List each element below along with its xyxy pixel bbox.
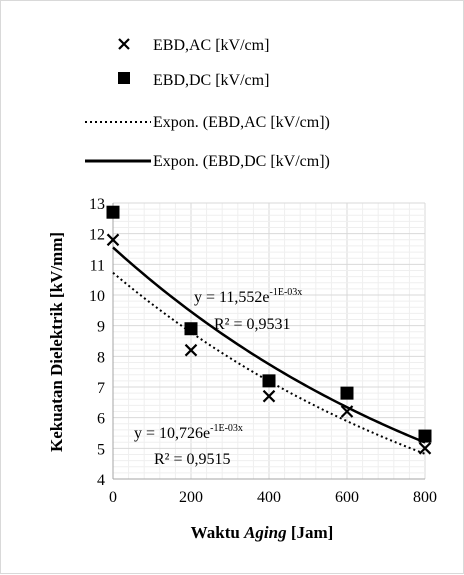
x-tick-label: 200 <box>179 489 203 506</box>
dc-point-marker <box>340 386 354 400</box>
dc-r2-text: R² = 0,9531 <box>214 316 291 333</box>
y-tick-label: 10 <box>89 288 105 305</box>
dc-point-marker <box>418 429 432 443</box>
legend-item-dc-markers: EBD,DC [kV/cm] <box>118 72 269 89</box>
legend: EBD,AC [kV/cm] EBD,DC [kV/cm] Expon. (EB… <box>85 37 330 170</box>
dc-point-marker <box>106 205 120 219</box>
legend-label-ac: EBD,AC [kV/cm] <box>153 37 269 54</box>
dc-point-marker <box>262 374 276 388</box>
x-tick-label: 0 <box>109 489 117 506</box>
ac-point-marker <box>340 405 354 418</box>
x-axis-title: Waktu Aging [Jam] <box>191 523 334 542</box>
ac-equation: y = 10,726e-1E-03x R² = 0,9515 <box>134 423 243 468</box>
dc-equation-text: y = 11,552e-1E-03x <box>194 287 302 306</box>
dc-point-marker <box>184 322 198 336</box>
y-tick-label: 5 <box>97 441 105 458</box>
legend-x-marker <box>118 38 130 50</box>
x-tick-label: 800 <box>413 489 437 506</box>
ac-point-marker <box>106 233 120 247</box>
y-axis-title: Kekuatan Dielektrik [kV/mm] <box>47 232 66 452</box>
y-tick-label: 8 <box>97 349 105 366</box>
y-tick-label: 4 <box>97 472 105 489</box>
ac-point-marker <box>418 442 432 455</box>
legend-item-ac-trend: Expon. (EBD,AC [kV/cm]) <box>85 114 330 131</box>
dc-equation: y = 11,552e-1E-03x R² = 0,9531 <box>194 287 302 333</box>
legend-item-dc-trend: Expon. (EBD,DC [kV/cm]) <box>85 153 330 170</box>
y-tick-label: 12 <box>89 227 105 244</box>
legend-label-dc: EBD,DC [kV/cm] <box>153 72 269 89</box>
ac-r2-text: R² = 0,9515 <box>154 451 231 468</box>
ac-point-marker <box>184 343 198 357</box>
y-tick-label: 9 <box>97 319 105 336</box>
legend-square-marker <box>118 72 130 84</box>
x-tick-label: 400 <box>257 489 281 506</box>
data-markers <box>106 205 432 455</box>
legend-label-dc-trend: Expon. (EBD,DC [kV/cm]) <box>153 153 330 170</box>
ac-equation-text: y = 10,726e-1E-03x <box>134 423 243 442</box>
ac-point-marker <box>262 389 276 403</box>
y-tick-label: 6 <box>97 411 105 428</box>
y-tick-labels: 4 5 6 7 8 9 10 11 12 13 <box>89 196 105 489</box>
y-tick-label: 7 <box>97 380 105 397</box>
y-tick-label: 13 <box>89 196 105 213</box>
y-tick-label: 11 <box>90 257 105 274</box>
x-tick-label: 600 <box>335 489 359 506</box>
legend-item-ac-markers: EBD,AC [kV/cm] <box>118 37 269 54</box>
x-tick-labels: 0 200 400 600 800 <box>109 489 437 506</box>
legend-label-ac-trend: Expon. (EBD,AC [kV/cm]) <box>153 114 330 131</box>
trendline-dc-solid <box>112 246 426 444</box>
